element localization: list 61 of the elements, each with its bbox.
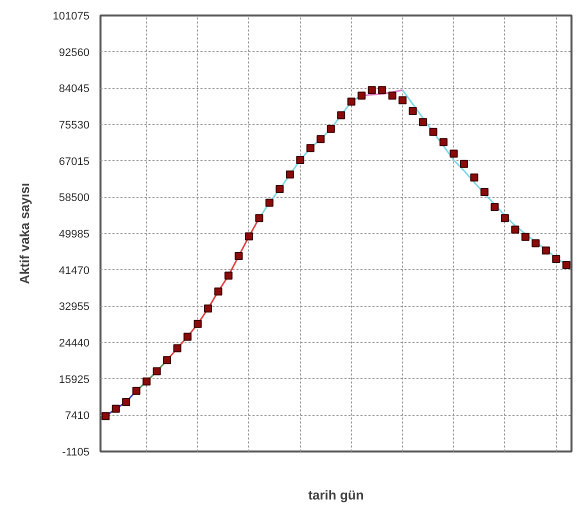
point (152, 367, 161, 376)
y-tick-label: -1105 (62, 446, 90, 458)
y-tick-label: 15925 (58, 374, 90, 386)
point (234, 252, 243, 260)
y-tick-label: 67015 (58, 156, 90, 168)
point (194, 320, 202, 328)
point (102, 412, 110, 420)
point (173, 344, 182, 352)
point (276, 185, 284, 194)
point (306, 144, 314, 152)
point (542, 246, 550, 255)
point (326, 124, 335, 133)
point (398, 96, 407, 104)
y-tick-label: 41470 (58, 264, 90, 277)
y-tick-label: 24440 (58, 338, 90, 350)
point (142, 378, 151, 386)
point (112, 404, 120, 413)
y-tick-label: 84045 (58, 83, 90, 96)
y-tick-label: 58500 (58, 192, 90, 204)
point (204, 304, 212, 313)
point (552, 255, 560, 264)
point (408, 106, 417, 115)
point (255, 214, 264, 222)
point (224, 272, 232, 280)
point (296, 156, 304, 164)
point (470, 174, 478, 182)
point (480, 188, 488, 196)
point (500, 214, 509, 222)
point (184, 332, 192, 341)
point (440, 138, 448, 146)
point (521, 232, 530, 241)
point (286, 170, 294, 179)
point (460, 160, 468, 168)
y-tick-label: 101075 (52, 10, 90, 22)
point (358, 92, 366, 100)
point (368, 86, 376, 94)
y-tick-label: 49985 (58, 228, 90, 240)
point (429, 128, 438, 136)
y-tick-label: 92560 (58, 46, 90, 59)
point (511, 226, 520, 234)
point (122, 398, 130, 406)
point (419, 118, 428, 126)
point (214, 287, 222, 296)
point (265, 198, 274, 207)
point (532, 239, 540, 248)
x-axis-title: tarih gün (308, 488, 364, 502)
y-tick-label: 32955 (58, 301, 90, 314)
y-tick-label: 7410 (65, 410, 90, 422)
point (244, 232, 253, 240)
point (163, 356, 172, 364)
point (132, 386, 140, 395)
point (562, 261, 570, 270)
y-axis-title: Aktif vaka sayısı (16, 182, 32, 284)
point (378, 86, 386, 94)
y-tick-label: 75530 (58, 120, 90, 132)
point (450, 150, 458, 158)
point (337, 111, 346, 120)
point (388, 92, 396, 100)
point (490, 202, 499, 211)
point (316, 135, 325, 144)
point (347, 98, 356, 106)
